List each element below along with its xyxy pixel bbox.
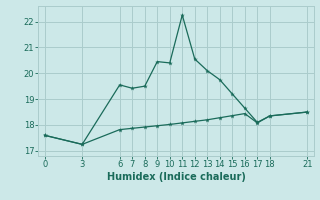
X-axis label: Humidex (Indice chaleur): Humidex (Indice chaleur) bbox=[107, 172, 245, 182]
